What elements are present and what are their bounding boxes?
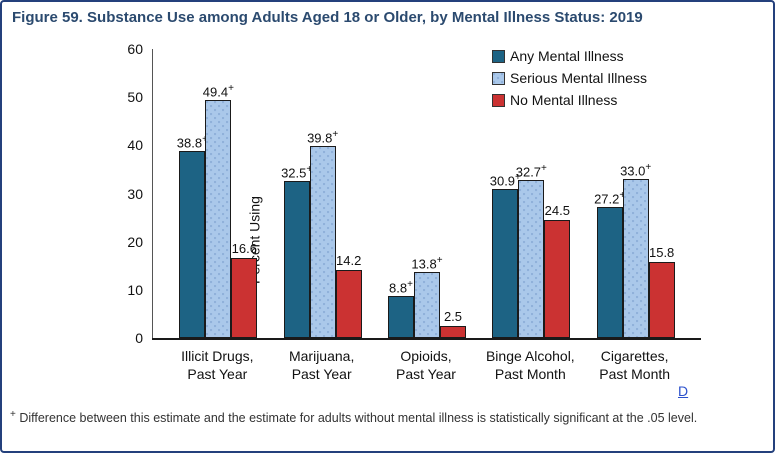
y-axis-tick-label: 20	[127, 233, 143, 250]
bar-value-label: 32.5+	[281, 164, 312, 180]
bar: 32.5+	[281, 164, 312, 338]
footnote-marker: +	[10, 409, 16, 420]
plot-area: Percent Using 38.8+49.4+16.632.5+39.8+14…	[127, 41, 701, 346]
bar-value-label: 38.8+	[177, 134, 208, 150]
x-axis-category-label-line: Opioids,	[400, 348, 452, 364]
x-axis-category-label: Opioids, Past Year	[396, 348, 456, 383]
bar: 13.8+	[411, 255, 443, 338]
bar: 33.0+	[620, 162, 651, 338]
legend-swatch-icon	[492, 93, 505, 107]
bar-value-label: 13.8+	[411, 255, 443, 272]
bar-value-label: 49.4+	[202, 83, 234, 100]
x-axis-category-label: Illicit Drugs, Past Year	[181, 348, 253, 383]
figure-title: Figure 59. Substance Use among Adults Ag…	[12, 9, 643, 26]
bar: 24.5	[544, 203, 571, 338]
significance-marker: +	[515, 172, 521, 183]
y-axis-tick-label: 30	[127, 185, 143, 202]
legend-label: No Mental Illness	[510, 92, 618, 108]
bar: 39.8+	[307, 129, 338, 338]
legend: Any Mental Illness Serious Mental Illness…	[492, 45, 647, 111]
bar-value-label: 32.7+	[515, 163, 547, 180]
bar: 8.8+	[387, 279, 414, 338]
bar-group: 30.9+ 32.7+ 24.5	[490, 163, 571, 338]
y-axis-tick-label: 50	[127, 89, 143, 106]
bar-value-label: 27.2+	[594, 190, 625, 206]
bar: 27.2+	[594, 190, 625, 338]
bar: 32.7+	[516, 163, 547, 338]
x-axis-category-label: Cigarettes, Past Month	[599, 348, 670, 383]
x-axis-category-labels: Illicit Drugs, Past Year Marijuana, Past Ye…	[152, 348, 700, 388]
y-axis-tick-label: 10	[127, 281, 143, 298]
bar: 14.2	[335, 253, 362, 338]
x-axis-category-label-line: Past Year	[396, 365, 456, 382]
significance-marker: +	[436, 255, 443, 266]
legend-swatch-icon	[492, 71, 505, 85]
significance-marker: +	[645, 162, 652, 173]
bar: 30.9+	[490, 172, 521, 338]
y-axis-tick-label: 60	[127, 41, 143, 57]
bar-group: 38.8+ 49.4+ 16.6	[177, 83, 258, 338]
legend-label: Any Mental Illness	[510, 48, 624, 64]
bar-group: 32.5+ 39.8+ 14.2	[281, 129, 362, 338]
bar-value-label: 39.8+	[307, 129, 339, 146]
x-axis-category-label-line: Marijuana,	[288, 348, 355, 364]
x-axis-category-label-line: Illicit Drugs,	[181, 348, 254, 364]
x-axis-category-label-line: Binge Alcohol,	[485, 348, 575, 364]
significance-marker: +	[228, 83, 234, 94]
legend-label: Serious Mental Illness	[510, 70, 647, 86]
legend-item: Serious Mental Illness	[492, 67, 647, 89]
bar-value-label: 33.0+	[620, 162, 652, 179]
bar-value-label: 2.5	[443, 309, 463, 324]
bar: 2.5	[439, 309, 466, 338]
bar-value-label: 15.8	[648, 245, 675, 260]
bar-value-label: 24.5	[544, 203, 570, 218]
x-axis-line	[152, 338, 701, 340]
significance-marker: +	[202, 134, 208, 145]
data-table-link[interactable]: D	[678, 383, 689, 399]
bar: 49.4+	[203, 83, 234, 338]
x-axis-category-label-line: Past Month	[599, 365, 671, 382]
bar: 16.6	[231, 241, 258, 338]
bar-value-label: 16.6	[231, 241, 257, 256]
footnote: + Difference between this estimate and t…	[10, 409, 755, 425]
legend-swatch-icon	[492, 49, 505, 63]
bar-group: 27.2+ 33.0+ 15.8	[594, 162, 675, 338]
x-axis-category-label: Marijuana, Past Year	[289, 348, 354, 383]
y-axis-tick-label: 0	[135, 330, 143, 346]
bar-value-label: 8.8+	[389, 279, 413, 296]
x-axis-category-label-line: Past Year	[187, 365, 248, 382]
bar-value-label: 30.9+	[489, 172, 521, 189]
legend-item: No Mental Illness	[492, 89, 647, 111]
bar-value-label: 14.2	[336, 253, 362, 268]
y-axis-tick-label: 40	[127, 137, 143, 154]
x-axis-category-label: Binge Alcohol, Past Month	[486, 348, 575, 383]
x-axis-category-label-line: Past Year	[291, 365, 352, 382]
significance-marker: +	[407, 279, 413, 290]
significance-marker: +	[541, 163, 547, 174]
significance-marker: +	[619, 190, 625, 201]
bar-groups: 38.8+ 49.4+ 16.6 32.5+ 39.8+ 14.2 8.8+ 13.8+ 2.5…	[153, 49, 701, 338]
legend-item: Any Mental Illness	[492, 45, 647, 67]
x-axis-category-label-line: Cigarettes,	[600, 348, 669, 364]
footnote-text: Difference between this estimate and the…	[15, 411, 698, 426]
x-axis-category-label-line: Past Month	[494, 365, 566, 382]
significance-marker: +	[332, 129, 339, 140]
bar-group: 8.8+ 13.8+ 2.5	[387, 255, 466, 338]
bar: 38.8+	[177, 134, 208, 338]
significance-marker: +	[306, 164, 312, 175]
bar: 15.8	[648, 245, 675, 338]
